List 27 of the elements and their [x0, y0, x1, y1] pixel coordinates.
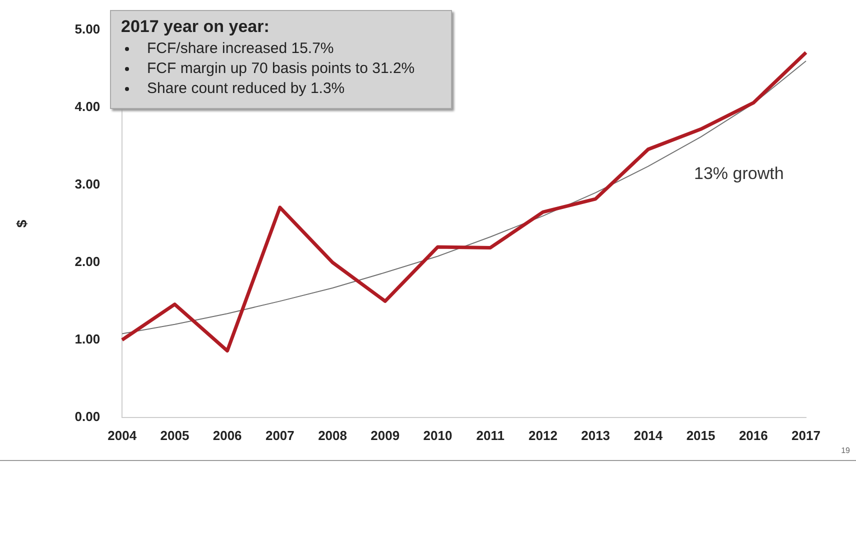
x-tick-label: 2005: [160, 428, 190, 443]
x-tick-label: 2014: [634, 428, 664, 443]
y-tick-label: 0.00: [74, 408, 100, 424]
annotation: FCF margin up 70 basis points to 31.2%: [146, 60, 416, 77]
y-axis-title: $: [13, 220, 30, 228]
annotation: Share count reduced by 1.3%: [146, 80, 346, 97]
text: 19: [841, 446, 850, 455]
x-tick-label: 2007: [265, 428, 294, 443]
x-tick-label: 2010: [423, 428, 452, 443]
y-tick-label: 5.00: [74, 22, 100, 37]
x-tick-label: 2015: [686, 428, 716, 443]
x-tick-label: 2016: [738, 428, 768, 443]
x-tick-label: 2013: [581, 428, 610, 443]
x-tick-label: 2006: [212, 428, 242, 443]
x-tick-label: 2008: [318, 428, 347, 443]
x-tick-label: 2012: [528, 428, 558, 443]
y-tick-label: 3.00: [74, 176, 100, 192]
x-tick-label: 2011: [476, 428, 504, 443]
x-tick-label: 2017: [792, 428, 820, 443]
x-tick-label: 2004: [108, 428, 138, 443]
x-tick-label: 2009: [370, 428, 400, 443]
annotation: FCF/share increased 15.7%: [146, 40, 335, 57]
annotation: 2017 year on year:: [121, 17, 270, 37]
y-tick-label: 2.00: [74, 254, 100, 270]
annotation: 13% growth: [694, 164, 784, 184]
y-tick-label: 4.00: [74, 99, 100, 114]
y-tick-label: 1.00: [74, 332, 100, 346]
